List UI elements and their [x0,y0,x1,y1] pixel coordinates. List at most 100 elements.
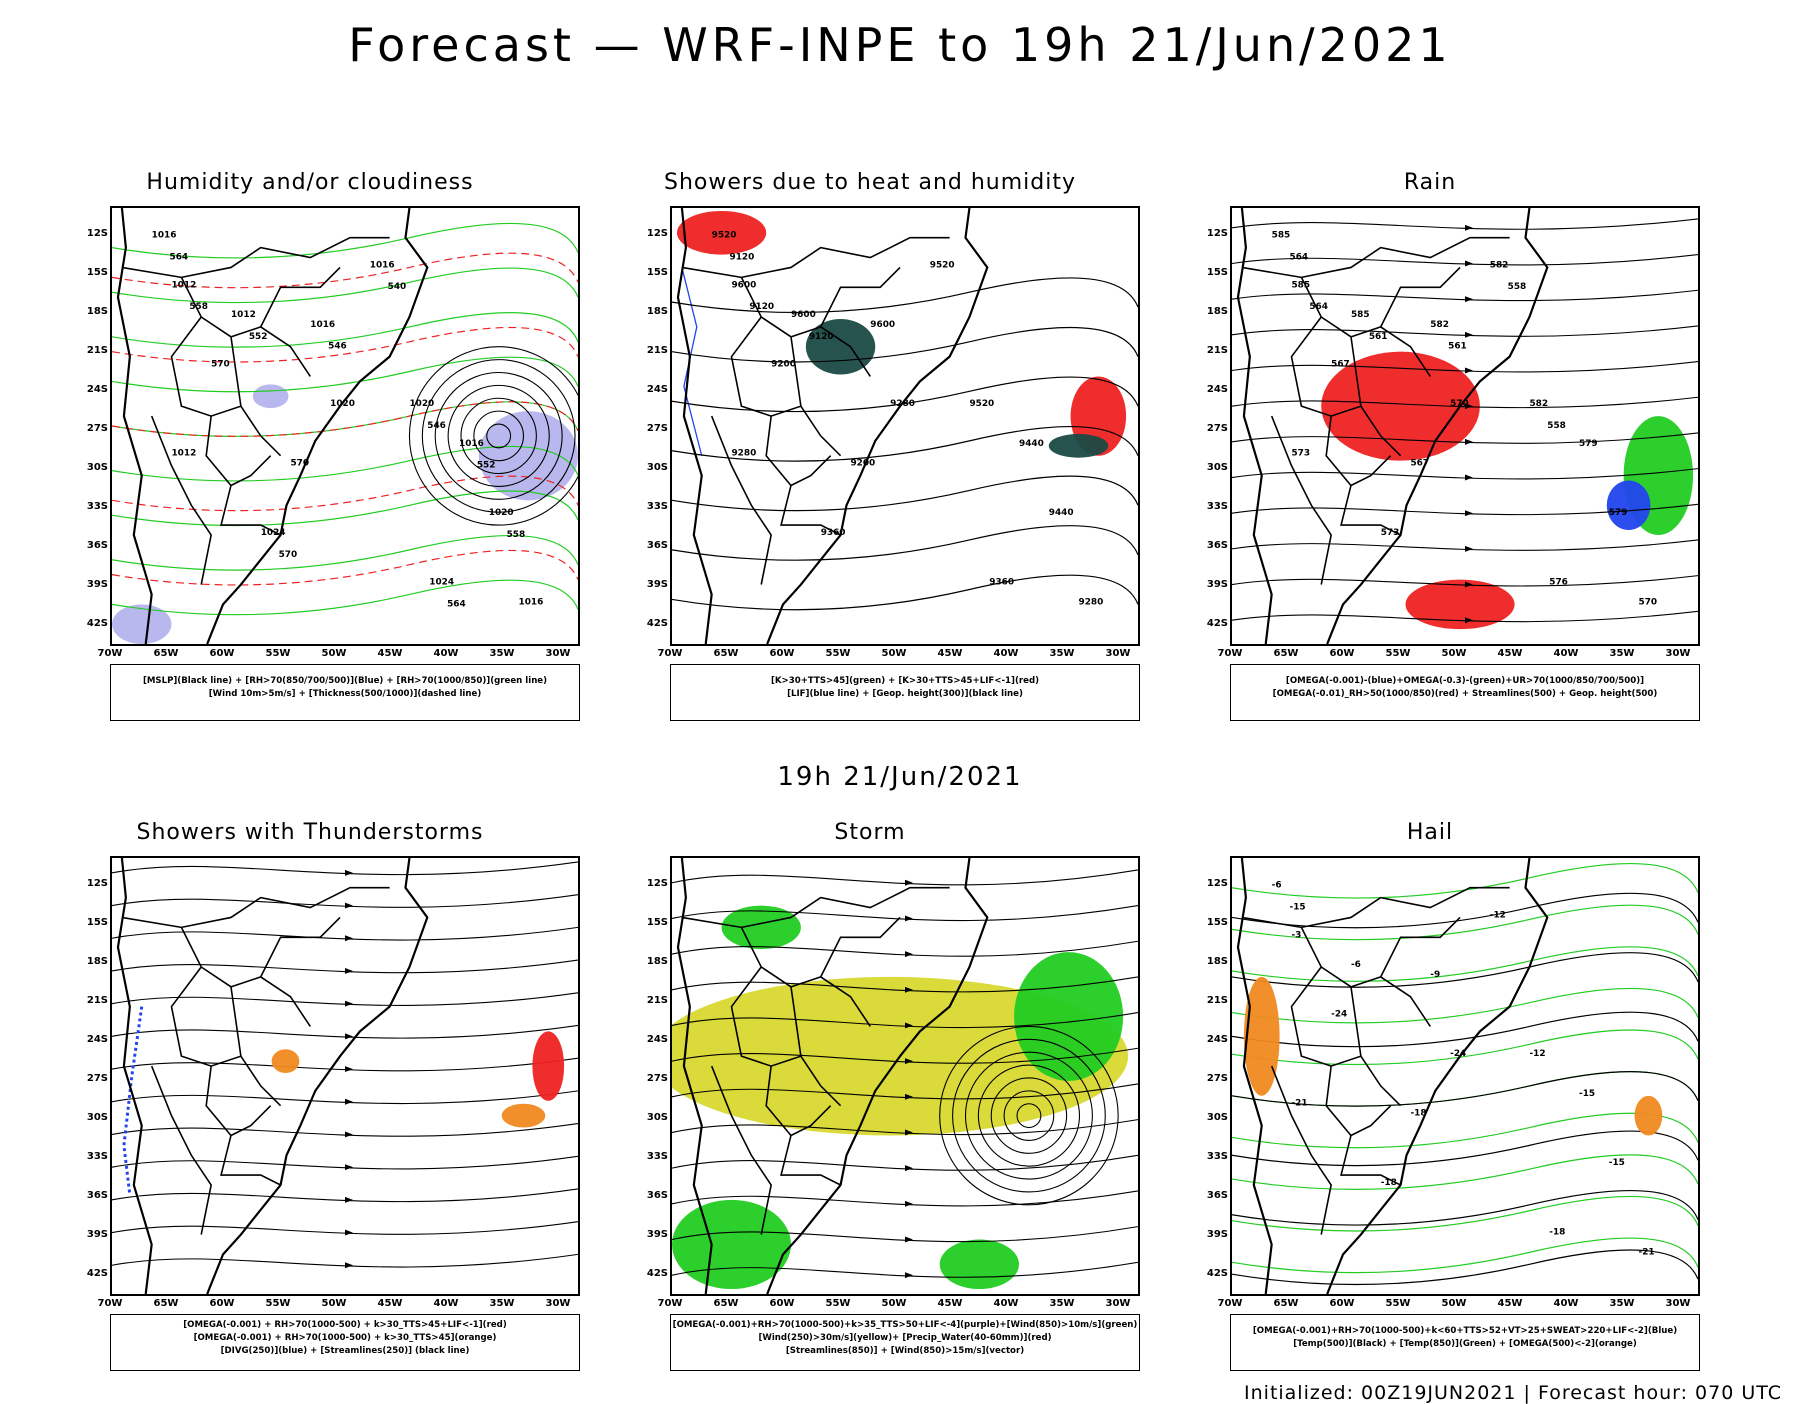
coastline [1236,208,1549,644]
lat-tick-label: 42S [646,1268,668,1279]
panel-legend: [MSLP](Black line) + [RH>70(850/700/500)… [110,664,580,721]
omega500-area [1243,976,1280,1096]
streamline-arrow [345,869,353,876]
lat-tick-label: 24S [1206,1034,1228,1045]
streamline [1232,218,1698,230]
contour-label: -6 [1351,960,1361,970]
map-svg: 1016 1012 1012 1016 1016 1020 1016 1020 1024 1024… [112,208,578,644]
streamline-arrow [1465,403,1473,410]
panel-showers-thunderstorms: Showers with Thunderstorms [OMEGA(-0.001… [40,820,580,1371]
map-hail: -6 -3 -6 -9 -12 -12 -15 -15 -18 -18 -21 -21 -24 -24 -1… [1230,856,1700,1296]
lon-tick-label: 35W [1609,648,1635,659]
contour-label: 9280 [731,449,756,459]
rh-area [252,384,289,409]
contour-label: 552 [249,332,268,342]
lat-tick-label: 39S [1206,1229,1228,1240]
streamline-arrow [905,1165,913,1172]
k-tts-lif-area [676,210,767,255]
lat-tick-label: 36S [1206,540,1228,551]
lat-tick-label: 36S [646,540,668,551]
cyclone-isobar [939,1025,1119,1206]
lat-tick-label: 42S [86,1268,108,1279]
coastline [676,858,989,1294]
panel-title: Hail [1406,820,1454,845]
contour-label: 9360 [989,578,1014,588]
contour-label: 570 [211,360,230,370]
lat-tick-label: 27S [646,423,668,434]
contour-label: 1024 [429,578,454,588]
lon-tick-label: 55W [825,648,851,659]
lon-tick-label: 30W [1105,1298,1131,1309]
country-borders [681,236,950,585]
lat-tick-label: 39S [1206,579,1228,590]
contour-label: 9200 [771,360,796,370]
contour-label: 570 [279,550,298,560]
contour-label: -15 [1609,1158,1625,1168]
streamline [112,861,578,876]
lat-tick-label: 33S [1206,501,1228,512]
rh-area [112,604,172,644]
cyclone-isobar [408,346,578,526]
streamline [1232,468,1698,480]
contour-line [112,252,578,289]
streamline [672,869,1138,886]
streamline [112,1221,578,1235]
contour-line [112,326,578,363]
contour-line [672,326,1138,363]
contour-label: -24 [1450,1049,1466,1059]
lat-tick-label: 30S [646,462,668,473]
contour-label: 9600 [791,310,816,320]
contour-line [112,267,578,304]
lon-tick-label: 45W [377,1298,403,1309]
contour-line [112,579,578,616]
contour-label: 567 [1331,360,1350,370]
panel-title: Humidity and/or cloudiness [146,170,474,195]
contour-line [1232,1011,1698,1048]
contour-label: 9440 [1049,508,1074,518]
panel-legend: [OMEGA(-0.001)+RH>70(1000-500)+k<60+TTS>… [1230,1314,1700,1371]
lat-tick-label: 15S [86,917,108,928]
lon-tick-label: 55W [825,1298,851,1309]
contour-label: 567 [1410,459,1429,469]
cyclone-isobar [486,423,512,449]
lon-tick-label: 65W [713,648,739,659]
initialization-info: Initialized: 00Z19JUN2021 | Forecast hou… [1244,1382,1782,1404]
main-title: Forecast — WRF-INPE to 19h 21/Jun/2021 [348,18,1452,72]
contour-label: 570 [1450,399,1469,409]
streamline-arrow [345,1066,353,1073]
contour-label: -6 [1272,881,1282,891]
lon-tick-label: 45W [1497,1298,1523,1309]
lat-tick-label: 15S [86,267,108,278]
lat-tick-label: 42S [1206,618,1228,629]
country-borders [1241,236,1510,585]
contour-label: 1016 [152,231,177,241]
legend-line: [OMEGA(-0.001)+RH>70(1000-500)+k>35_TTS>… [672,1320,1138,1330]
contour-label: -9 [1430,970,1440,980]
map-svg: 585 585 585 582 582 582 579 579 576 573 573 570 570 5… [1232,208,1698,644]
legend-line: [Wind 10m>5m/s] + [Thickness(500/1000)](… [208,689,482,699]
streamline [672,1012,1138,1029]
lat-tick-label: 12S [86,228,108,239]
lat-tick-label: 42S [646,618,668,629]
cyclone-isobar [977,1064,1081,1167]
lat-tick-label: 18S [86,956,108,967]
lon-tick-label: 70W [657,1298,683,1309]
lat-tick-label: 36S [1206,1190,1228,1201]
omega-rh-area [1405,579,1515,630]
streamline-arrow [1465,510,1473,517]
streamline [672,1047,1138,1064]
contour-label: -18 [1549,1228,1565,1238]
country-borders [1241,886,1510,1235]
lon-tick-label: 30W [1105,648,1131,659]
contour-label: 564 [1309,302,1328,312]
contour-label: 573 [1381,528,1400,538]
streamline [112,1123,578,1137]
contour-line [1232,1195,1698,1232]
omega-area [1606,480,1651,531]
lat-tick-label: 33S [646,1151,668,1162]
lat-tick-label: 30S [1206,1112,1228,1123]
streamline [112,959,578,974]
streamline [1232,539,1698,551]
orange-area [501,1103,546,1128]
contour-label: 9120 [749,302,774,312]
